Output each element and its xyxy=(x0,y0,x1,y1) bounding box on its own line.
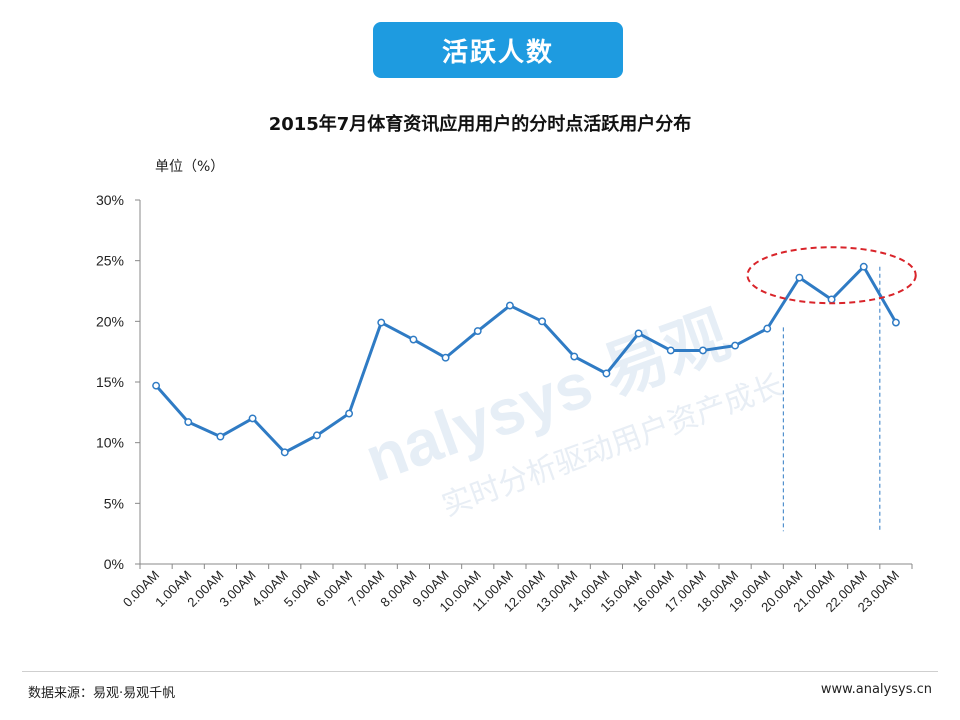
data-point xyxy=(280,448,289,457)
data-point xyxy=(859,262,868,271)
data-point xyxy=(634,329,643,338)
banner-label: 活跃人数 xyxy=(441,37,554,68)
data-point xyxy=(570,352,579,361)
data-point xyxy=(731,341,740,350)
data-point xyxy=(827,295,836,304)
data-point xyxy=(891,318,900,327)
y-tick-label: 10% xyxy=(96,435,124,451)
site-url[interactable]: www.analysys.cn xyxy=(820,682,932,697)
data-point xyxy=(409,335,418,344)
data-point xyxy=(763,324,772,333)
data-point xyxy=(377,318,386,327)
data-point xyxy=(795,273,804,282)
data-point xyxy=(602,369,611,378)
data-point xyxy=(698,346,707,355)
data-point xyxy=(538,317,547,326)
data-point xyxy=(666,346,675,355)
y-axis-unit-label: 单位（%） xyxy=(155,159,225,175)
data-point xyxy=(184,418,193,426)
y-tick-label: 15% xyxy=(96,374,124,390)
y-tick-label: 0% xyxy=(104,556,124,572)
y-tick-label: 5% xyxy=(104,495,124,511)
series-line xyxy=(154,265,898,454)
data-point xyxy=(248,414,257,423)
chart-title: 2015年7月体育资讯应用用户的分时点活跃用户分布 xyxy=(268,114,692,135)
y-tick-label: 25% xyxy=(96,253,124,269)
line-chart: nalysys 易观实时分析驱动用户资产成长0%5%10%15%20%25%30… xyxy=(96,192,917,615)
data-point xyxy=(473,327,482,335)
data-point xyxy=(216,432,225,441)
data-point xyxy=(345,409,354,418)
data-source: 数据来源：易观·易观千帆 xyxy=(28,686,176,701)
highlight-ellipse xyxy=(746,246,917,305)
y-tick-label: 20% xyxy=(96,313,124,329)
data-point xyxy=(505,301,514,310)
data-point xyxy=(312,431,321,440)
data-point xyxy=(441,353,450,362)
footer-divider xyxy=(22,671,938,672)
data-point xyxy=(152,381,161,390)
section-banner: 活跃人数 xyxy=(373,22,623,78)
y-tick-label: 30% xyxy=(96,192,124,208)
